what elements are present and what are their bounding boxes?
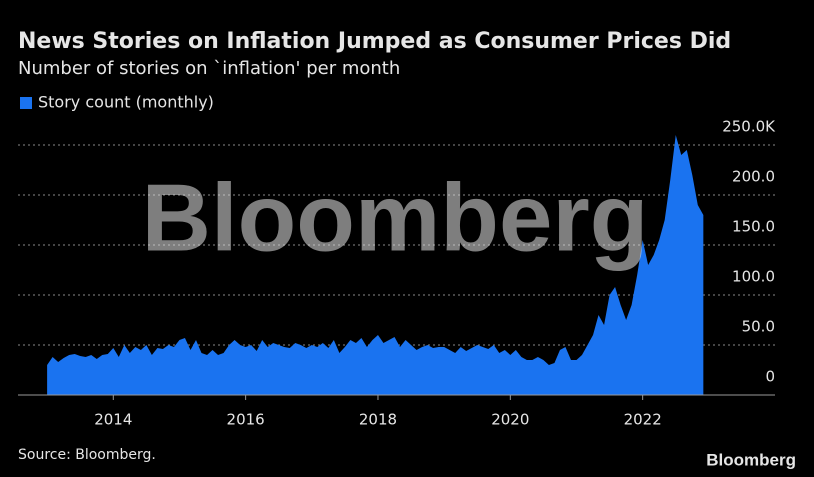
x-tick-label: 2020 <box>491 411 529 429</box>
x-tick-label: 2016 <box>227 411 265 429</box>
chart-subtitle: Number of stories on `inflation' per mon… <box>18 58 400 79</box>
watermark: Bloomberg <box>142 164 649 271</box>
legend-swatch <box>20 97 32 109</box>
x-tick-label: 2014 <box>94 411 132 429</box>
plot: 0 50.0 100.0 150.0 200.0 250.0K 2014 2016 2018 20… <box>18 118 776 429</box>
chart-title: News Stories on Inflation Jumped as Cons… <box>18 29 731 54</box>
y-tick-label: 0 <box>765 368 775 386</box>
legend-label: Story count (monthly) <box>38 93 214 112</box>
y-tick-label: 150.0 <box>732 218 775 236</box>
y-tick-label: 200.0 <box>732 168 775 186</box>
x-tick-label: 2018 <box>359 411 397 429</box>
area <box>47 135 704 395</box>
y-tick-label: 250.0K <box>722 118 776 136</box>
y-tick-label: 50.0 <box>742 318 775 336</box>
source: Source: Bloomberg. <box>18 447 156 463</box>
y-tick-label: 100.0 <box>732 268 775 286</box>
x-tick-label: 2022 <box>624 411 662 429</box>
logo: Bloomberg <box>706 450 796 469</box>
